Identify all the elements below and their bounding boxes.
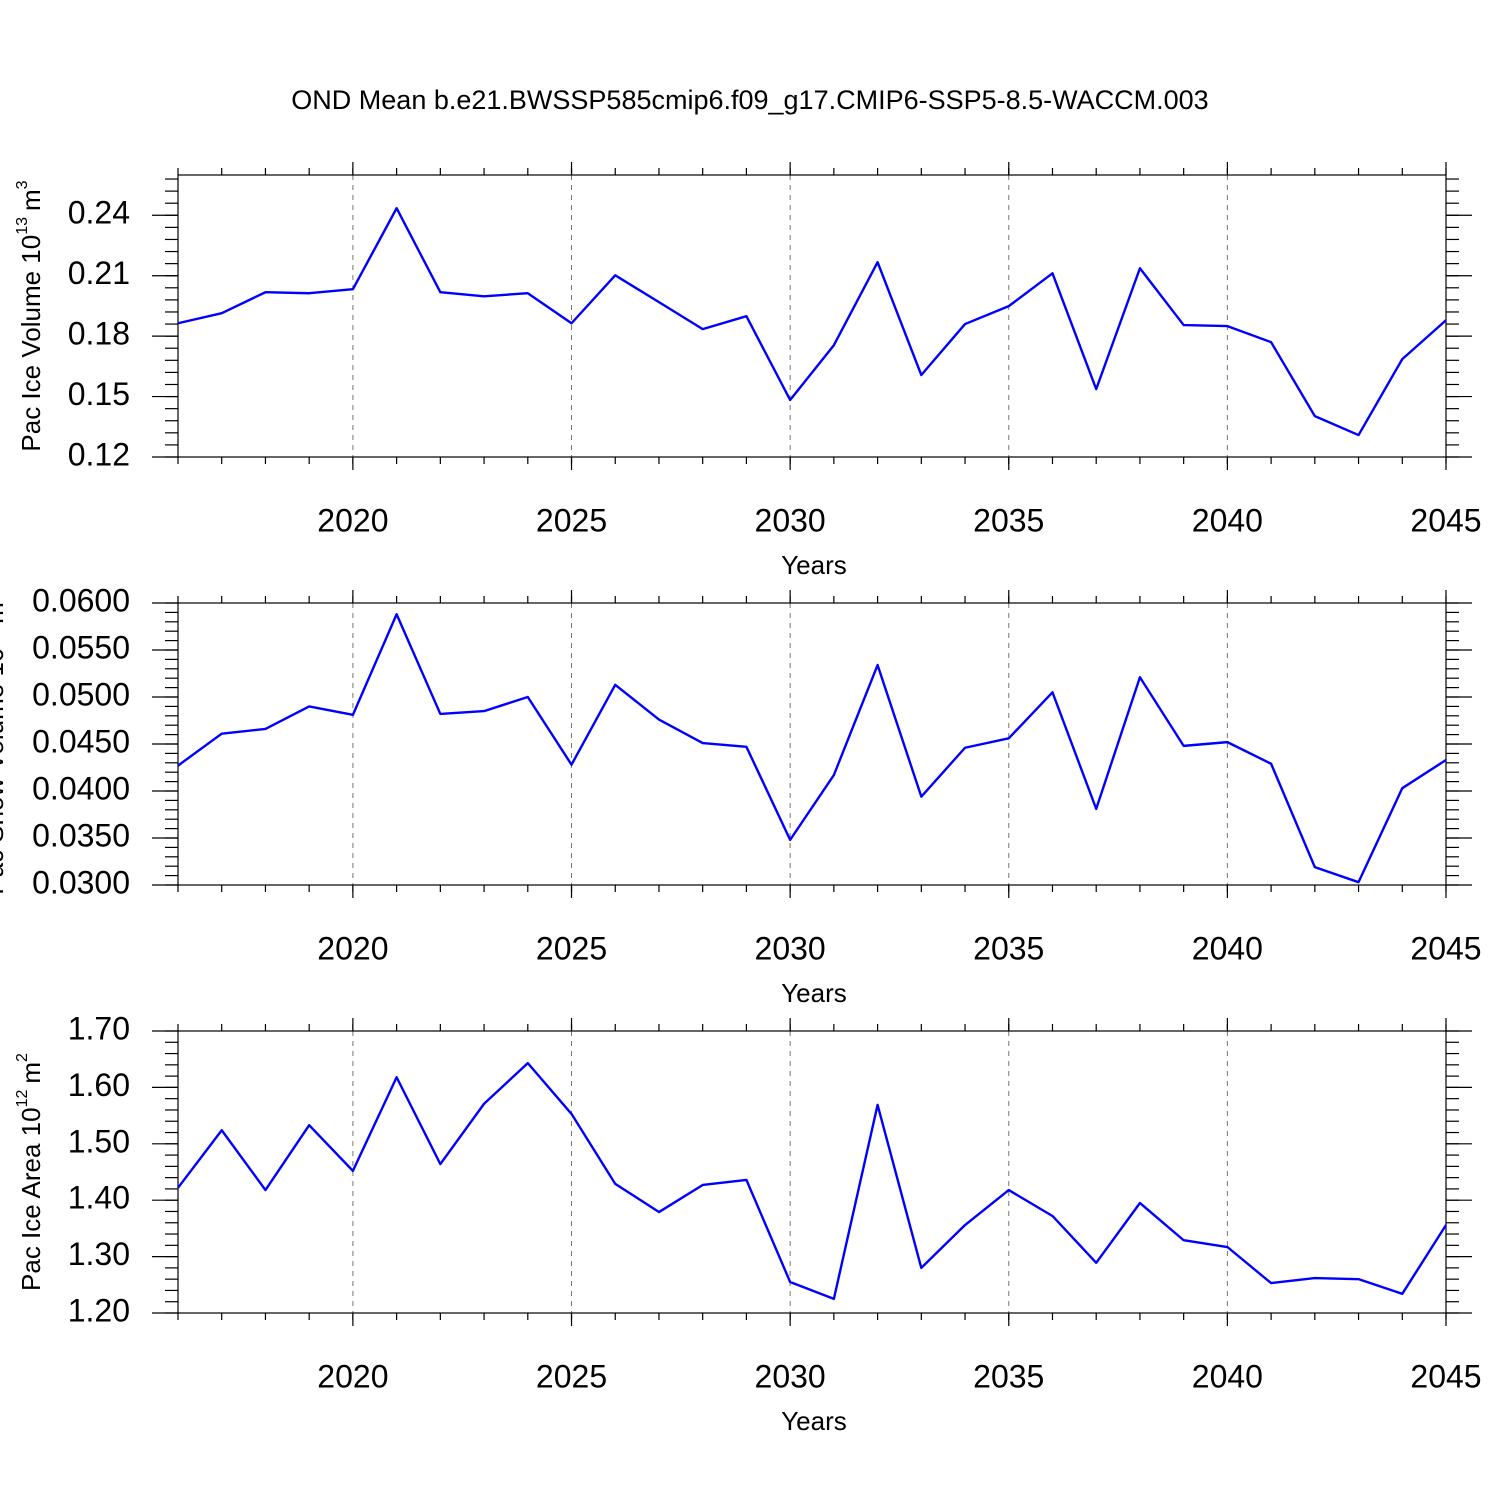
y-tick-label: 0.0500 [32,676,130,712]
y-label-text: Pac Ice Area 10 [16,1107,46,1291]
y-tick-label: 1.20 [68,1292,130,1328]
y-label-unit: m [16,1062,46,1084]
y-tick-label: 0.24 [68,195,130,231]
y-label-exponent: 12 [14,1090,31,1108]
y-axis-label: Pac Ice Volume 1013 m3 [14,180,46,451]
x-tick-label: 2020 [317,1358,388,1394]
x-tick-label: 2035 [973,930,1044,966]
y-label-unit: m [16,189,46,211]
y-label-unit-exponent: 2 [14,1053,31,1062]
y-tick-label: 0.0350 [32,817,130,853]
x-tick-label: 2020 [317,502,388,538]
x-tick-label: 2025 [536,930,607,966]
y-tick-label: 1.40 [68,1180,130,1216]
x-tick-label: 2030 [755,502,826,538]
y-tick-label: 0.0400 [32,770,130,806]
x-tick-label: 2030 [755,930,826,966]
y-label-unit: m [0,602,9,624]
y-tick-label: 0.0600 [32,582,130,618]
y-tick-label: 0.12 [68,436,130,472]
y-axis-label: Pac Snow Volume 1013m3 [0,593,9,895]
x-tick-label: 2035 [973,502,1044,538]
y-label-unit-exponent: 3 [14,180,31,189]
x-tick-label: 2045 [1410,930,1481,966]
x-axis-label: Years [781,1406,847,1436]
x-axis-label: Years [781,550,847,580]
plot-frame [177,1030,1447,1314]
x-tick-label: 2030 [755,1358,826,1394]
y-label-text: Pac Ice Volume 10 [16,235,46,452]
x-tick-label: 2045 [1410,502,1481,538]
x-tick-label: 2035 [973,1358,1044,1394]
y-tick-label: 1.50 [68,1123,130,1159]
data-line [177,1061,1448,1301]
x-tick-label: 2040 [1192,1358,1263,1394]
plot-frame [177,602,1447,886]
y-label-text: Pac Snow Volume 10 [0,648,9,895]
y-tick-label: 1.70 [68,1010,130,1046]
y-tick-label: 0.0450 [32,723,130,759]
y-tick-label: 0.21 [68,255,130,291]
x-tick-label: 2020 [317,930,388,966]
y-tick-label: 0.0300 [32,864,130,900]
y-tick-label: 0.0550 [32,629,130,665]
plot-frame [177,174,1447,458]
x-tick-label: 2040 [1192,930,1263,966]
data-line [177,207,1447,437]
x-tick-label: 2025 [536,502,607,538]
x-tick-label: 2025 [536,1358,607,1394]
chart-title: OND Mean b.e21.BWSSP585cmip6.f09_g17.CMI… [291,85,1208,115]
y-tick-label: 1.60 [68,1067,130,1103]
x-tick-label: 2040 [1192,502,1263,538]
x-tick-label: 2045 [1410,1358,1481,1394]
data-line [177,613,1447,884]
y-tick-label: 0.18 [68,316,130,352]
y-axis-label: Pac Ice Area 1012 m2 [14,1053,46,1291]
y-tick-label: 1.30 [68,1236,130,1272]
y-label-exponent: 13 [14,217,31,235]
y-tick-label: 0.15 [68,376,130,412]
x-axis-label: Years [781,978,847,1008]
